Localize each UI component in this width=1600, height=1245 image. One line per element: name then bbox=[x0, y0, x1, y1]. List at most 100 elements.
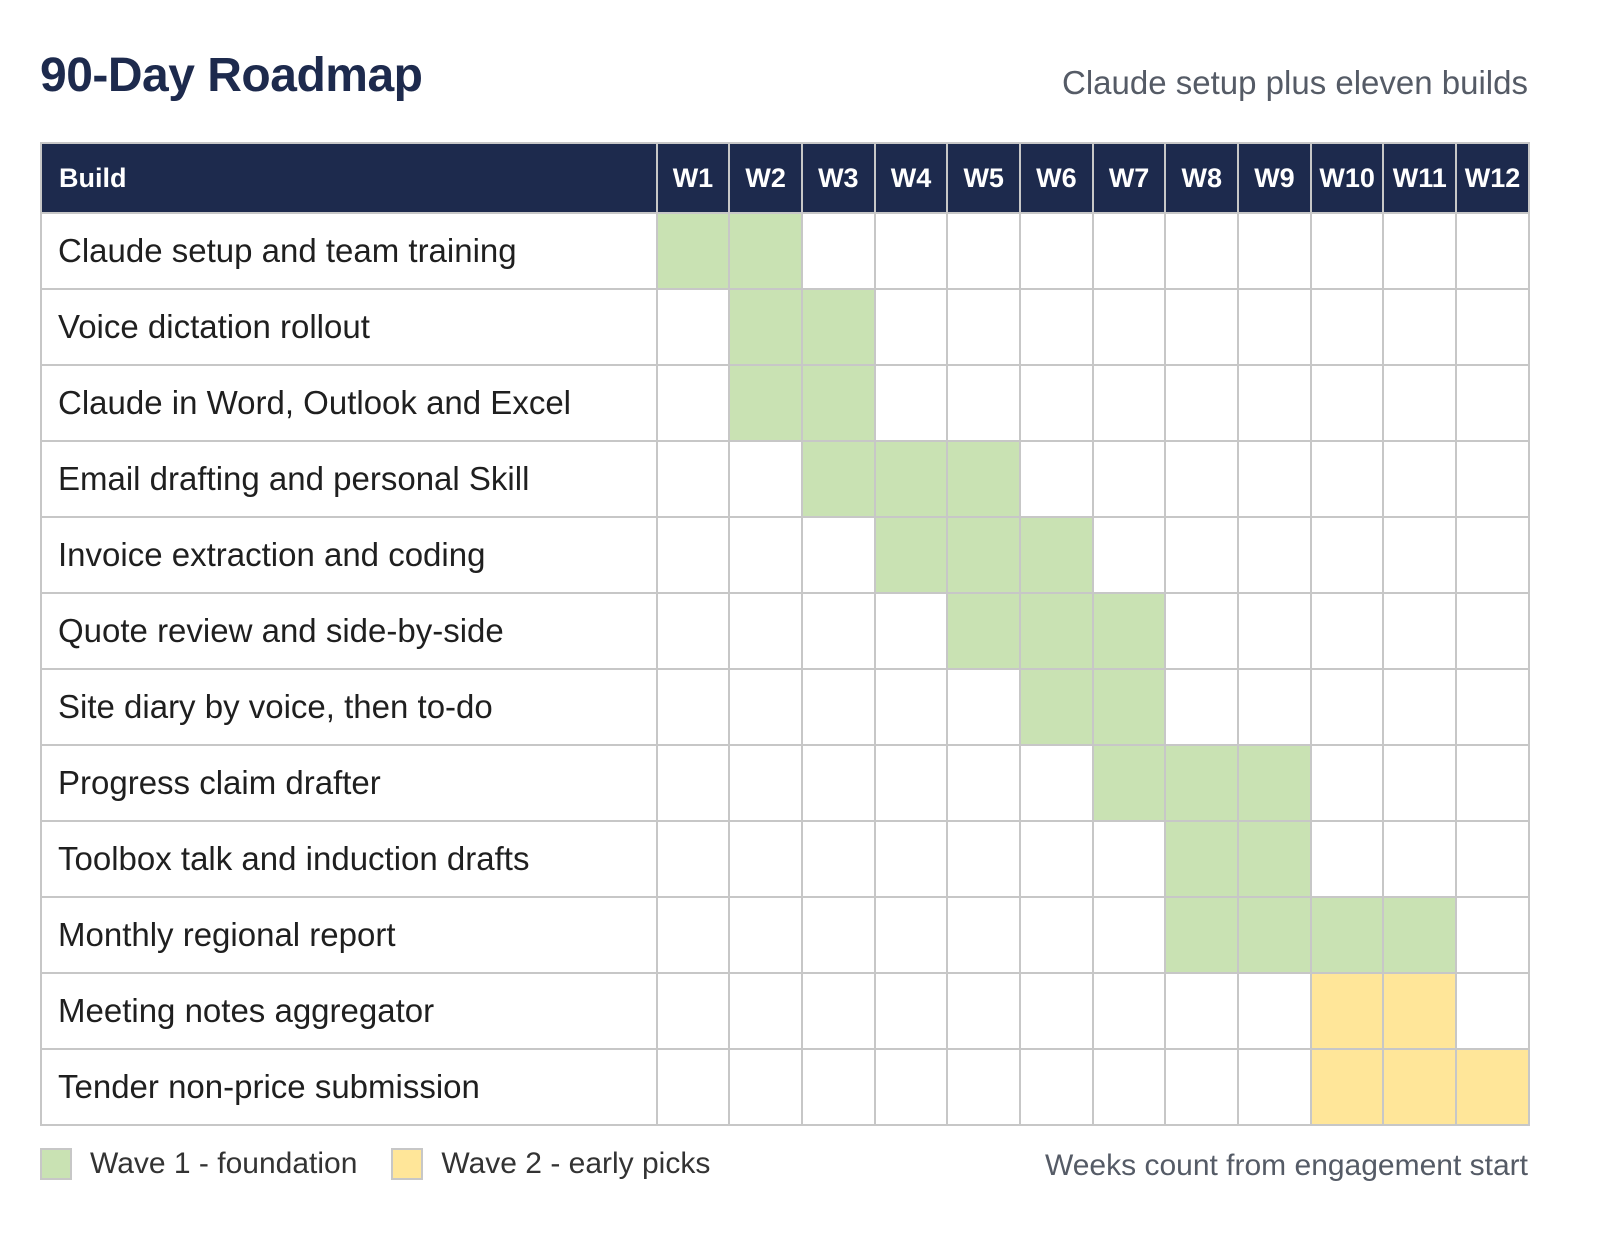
gantt-cell-empty bbox=[1019, 744, 1094, 822]
week-header-w2: W2 bbox=[728, 142, 803, 214]
gantt-cell-empty bbox=[1164, 668, 1240, 746]
gantt-cell-empty bbox=[946, 896, 1022, 974]
gantt-cell-empty bbox=[800, 744, 876, 822]
gantt-cell-empty bbox=[800, 516, 876, 594]
gantt-cell-empty bbox=[1091, 896, 1167, 974]
gantt-cell-active bbox=[1382, 972, 1458, 1050]
legend-swatch bbox=[391, 1148, 424, 1180]
gantt-cell-active bbox=[1164, 744, 1240, 822]
gantt-cell-empty bbox=[1382, 440, 1458, 518]
table-row: Toolbox talk and induction drafts bbox=[40, 820, 1530, 898]
gantt-cell-empty bbox=[1382, 516, 1458, 594]
gantt-cell-empty bbox=[728, 1048, 803, 1126]
gantt-cell-empty bbox=[946, 288, 1022, 366]
week-header-w6: W6 bbox=[1019, 142, 1094, 214]
gantt-cell-empty bbox=[1019, 212, 1094, 290]
gantt-cell-empty bbox=[1164, 592, 1240, 670]
gantt-cell-empty bbox=[1309, 744, 1385, 822]
gantt-cell-active bbox=[728, 288, 803, 366]
gantt-cell-empty bbox=[655, 972, 731, 1050]
gantt-cell-active bbox=[1309, 972, 1385, 1050]
gantt-cell-empty bbox=[1309, 668, 1385, 746]
week-header-w8: W8 bbox=[1164, 142, 1240, 214]
build-name: Voice dictation rollout bbox=[40, 288, 658, 366]
gantt-cell-active bbox=[1164, 896, 1240, 974]
gantt-cell-empty bbox=[655, 668, 731, 746]
gantt-cell-active bbox=[1019, 516, 1094, 594]
gantt-cell-empty bbox=[1382, 744, 1458, 822]
gantt-cell-empty bbox=[800, 212, 876, 290]
gantt-cell-active bbox=[946, 516, 1022, 594]
table-row: Meeting notes aggregator bbox=[40, 972, 1530, 1050]
gantt-cell-active bbox=[655, 212, 731, 290]
gantt-cell-empty bbox=[1237, 516, 1312, 594]
gantt-cell-active bbox=[873, 440, 949, 518]
table-row: Email drafting and personal Skill bbox=[40, 440, 1530, 518]
gantt-cell-empty bbox=[873, 364, 949, 442]
gantt-cell-empty bbox=[655, 820, 731, 898]
gantt-cell-empty bbox=[873, 972, 949, 1050]
footnote: Weeks count from engagement start bbox=[1044, 1149, 1528, 1182]
gantt-cell-empty bbox=[800, 1048, 876, 1126]
week-header-w10: W10 bbox=[1309, 142, 1385, 214]
gantt-cell-empty bbox=[873, 212, 949, 290]
week-header-w4: W4 bbox=[873, 142, 949, 214]
week-header-w11: W11 bbox=[1382, 142, 1458, 214]
gantt-cell-active bbox=[1237, 820, 1312, 898]
gantt-cell-empty bbox=[1164, 972, 1240, 1050]
page-subtitle: Claude setup plus eleven builds bbox=[1062, 64, 1528, 101]
gantt-cell-empty bbox=[946, 668, 1022, 746]
gantt-cell-empty bbox=[728, 516, 803, 594]
gantt-cell-empty bbox=[1019, 440, 1094, 518]
week-header-w9: W9 bbox=[1237, 142, 1312, 214]
build-name: Claude setup and team training bbox=[40, 212, 658, 290]
gantt-cell-empty bbox=[1382, 364, 1458, 442]
gantt-cell-empty bbox=[1164, 212, 1240, 290]
gantt-cell-active bbox=[800, 288, 876, 366]
gantt-cell-empty bbox=[1382, 212, 1458, 290]
gantt-cell-empty bbox=[800, 820, 876, 898]
gantt-cell-empty bbox=[1237, 440, 1312, 518]
gantt-cell-empty bbox=[1164, 288, 1240, 366]
gantt-cell-empty bbox=[1091, 212, 1167, 290]
page-title: 90-Day Roadmap bbox=[40, 49, 423, 102]
gantt-cell-empty bbox=[800, 896, 876, 974]
gantt-cell-empty bbox=[1382, 820, 1458, 898]
gantt-cell-empty bbox=[1455, 364, 1530, 442]
table-row: Monthly regional report bbox=[40, 896, 1530, 974]
gantt-cell-empty bbox=[1455, 516, 1530, 594]
gantt-cell-empty bbox=[1164, 1048, 1240, 1126]
gantt-cell-active bbox=[1091, 668, 1167, 746]
gantt-cell-empty bbox=[1309, 288, 1385, 366]
gantt-cell-active bbox=[1019, 592, 1094, 670]
gantt-cell-empty bbox=[1091, 288, 1167, 366]
table-row: Site diary by voice, then to-do bbox=[40, 668, 1530, 746]
gantt-cell-empty bbox=[655, 288, 731, 366]
gantt-cell-empty bbox=[873, 288, 949, 366]
gantt-cell-empty bbox=[1091, 364, 1167, 442]
legend-label: Wave 1 - foundation bbox=[90, 1147, 358, 1180]
table-row: Invoice extraction and coding bbox=[40, 516, 1530, 594]
table-row: Tender non-price submission bbox=[40, 1048, 1530, 1126]
week-header-w3: W3 bbox=[800, 142, 876, 214]
gantt-cell-empty bbox=[1455, 820, 1530, 898]
gantt-cell-active bbox=[873, 516, 949, 594]
gantt-cell-empty bbox=[1309, 440, 1385, 518]
gantt-cell-active bbox=[1382, 1048, 1458, 1126]
gantt-cell-empty bbox=[1164, 516, 1240, 594]
gantt-cell-empty bbox=[946, 1048, 1022, 1126]
gantt-cell-empty bbox=[655, 440, 731, 518]
gantt-cell-empty bbox=[1019, 972, 1094, 1050]
gantt-cell-empty bbox=[728, 972, 803, 1050]
gantt-cell-empty bbox=[1237, 668, 1312, 746]
gantt-cell-empty bbox=[1237, 212, 1312, 290]
week-header-w1: W1 bbox=[655, 142, 731, 214]
gantt-cell-empty bbox=[1455, 896, 1530, 974]
build-name: Monthly regional report bbox=[40, 896, 658, 974]
gantt-cell-empty bbox=[873, 820, 949, 898]
gantt-cell-empty bbox=[1164, 364, 1240, 442]
gantt-cell-empty bbox=[1164, 440, 1240, 518]
gantt-cell-empty bbox=[1237, 288, 1312, 366]
gantt-cell-empty bbox=[1091, 820, 1167, 898]
legend-item-wave1: Wave 1 - foundation bbox=[40, 1147, 357, 1181]
